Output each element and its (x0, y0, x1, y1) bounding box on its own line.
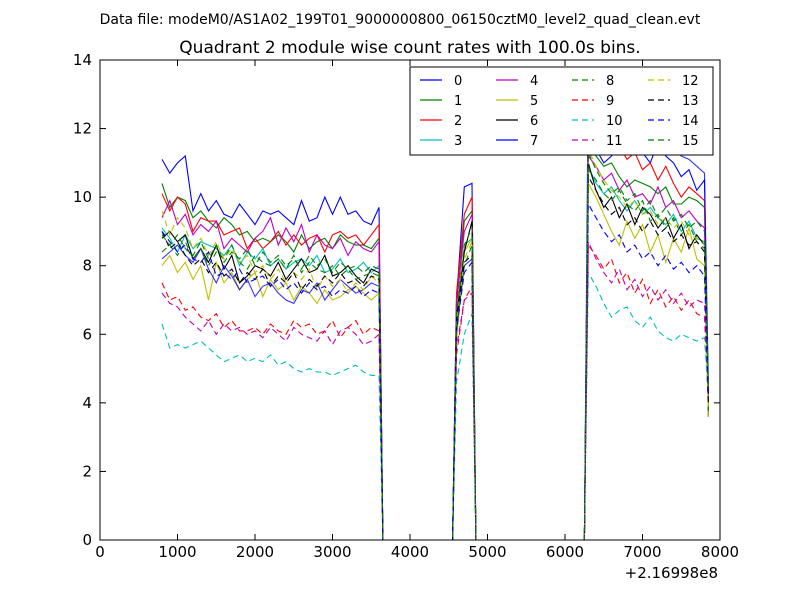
legend-label-4: 4 (530, 74, 538, 89)
series-layer (161, 69, 709, 541)
series-line-0 (161, 133, 709, 541)
y-tick-label: 0 (82, 531, 92, 549)
legend-label-12: 12 (682, 74, 699, 89)
x-offset-label: +2.16998e8 (625, 564, 718, 582)
series-line-9 (161, 243, 709, 541)
y-tick-label: 4 (82, 394, 92, 412)
series-line-2 (161, 117, 709, 541)
legend-label-9: 9 (606, 94, 614, 109)
legend-label-6: 6 (530, 114, 538, 129)
legend-label-8: 8 (606, 74, 614, 89)
legend-label-15: 15 (682, 134, 699, 149)
legend-label-10: 10 (606, 114, 623, 129)
y-tick-label: 6 (82, 325, 92, 343)
y-tick-label: 8 (82, 257, 92, 275)
x-tick-label: 3000 (313, 543, 351, 561)
x-tick-label: 8000 (701, 543, 739, 561)
legend-label-0: 0 (454, 74, 462, 89)
series-line-14 (161, 201, 709, 541)
x-tick-label: 1000 (158, 543, 196, 561)
y-tick-label: 12 (73, 120, 92, 138)
legend-label-7: 7 (530, 134, 538, 149)
x-tick-label: 0 (95, 543, 105, 561)
series-line-11 (161, 241, 709, 541)
legend-label-3: 3 (454, 134, 462, 149)
y-tick-label: 14 (73, 51, 92, 69)
axis-layer: 0 1000 2000 3000 4000 5000 6000 7000 80000246810… (73, 51, 739, 561)
x-tick-label: 4000 (391, 543, 429, 561)
legend-label-11: 11 (606, 134, 623, 149)
series-line-4 (161, 154, 709, 541)
series-line-6 (161, 162, 709, 541)
series-line-1 (161, 140, 709, 541)
y-tick-label: 10 (73, 188, 92, 206)
series-line-3 (161, 166, 709, 541)
series-line-12 (161, 148, 709, 541)
x-tick-label: 6000 (546, 543, 584, 561)
legend-label-14: 14 (682, 114, 699, 129)
x-tick-label: 5000 (468, 543, 506, 561)
series-line-5 (161, 181, 709, 541)
legend-label-5: 5 (530, 94, 538, 109)
series-line-10 (161, 270, 709, 541)
x-tick-label: 7000 (623, 543, 661, 561)
legend-label-13: 13 (682, 94, 699, 109)
x-tick-label: 2000 (236, 543, 274, 561)
series-line-8 (161, 168, 709, 541)
series-line-13 (161, 174, 709, 541)
legend-label-1: 1 (454, 94, 462, 109)
legend-label-2: 2 (454, 114, 462, 129)
chart-title: Quadrant 2 module wise count rates with … (179, 38, 640, 58)
y-tick-label: 2 (82, 462, 92, 480)
suptitle: Data file: modeM0/AS1A02_199T01_90000008… (100, 12, 701, 28)
